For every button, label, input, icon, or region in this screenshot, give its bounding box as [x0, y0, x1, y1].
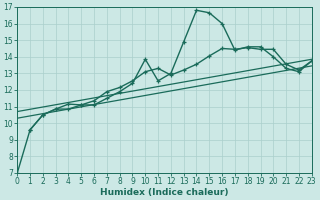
X-axis label: Humidex (Indice chaleur): Humidex (Indice chaleur): [100, 188, 229, 197]
